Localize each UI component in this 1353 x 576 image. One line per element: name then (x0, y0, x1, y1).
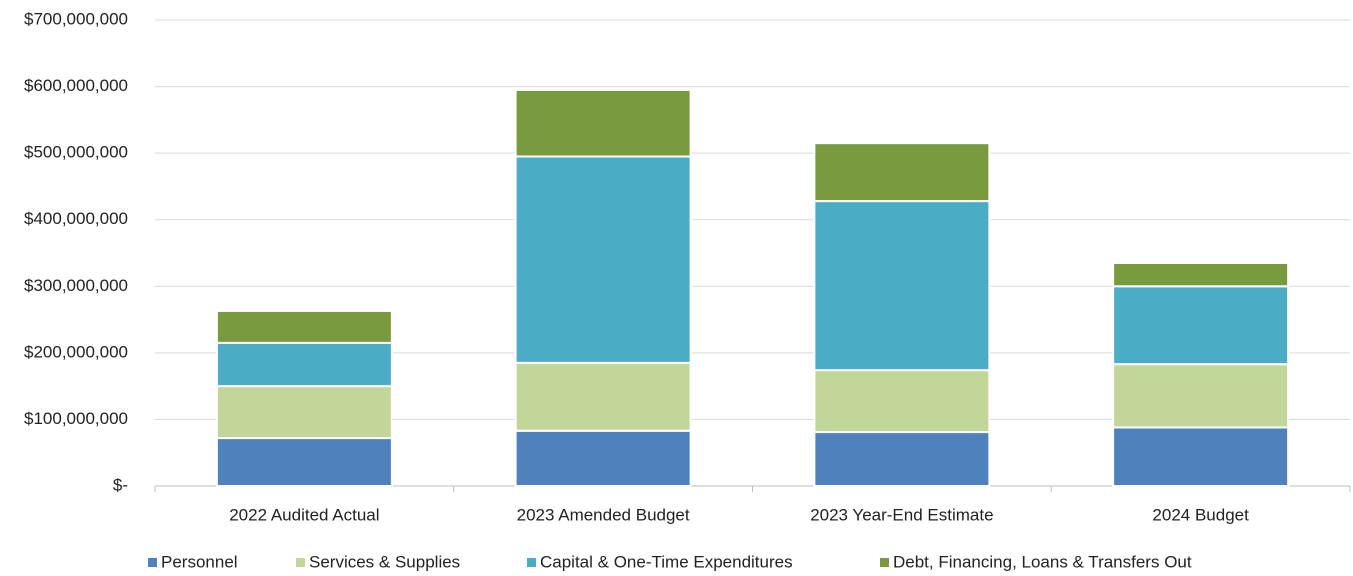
bar-segment (215, 385, 393, 440)
bar-segment (215, 341, 393, 388)
bar-segment (813, 200, 991, 372)
legend-label: Personnel (161, 552, 238, 571)
bar-segment (215, 309, 393, 344)
x-tick-label: 2022 Audited Actual (229, 505, 379, 524)
x-tick-label: 2023 Amended Budget (517, 505, 690, 524)
y-tick-label: $400,000,000 (24, 209, 128, 228)
bar-segment (514, 155, 692, 364)
x-tick-label: 2023 Year-End Estimate (810, 505, 993, 524)
y-tick-label: $- (113, 475, 128, 494)
bar-segment (813, 369, 991, 434)
bar-segment (1112, 426, 1290, 487)
legend-label: Capital & One-Time Expenditures (540, 552, 793, 571)
x-tick-label: 2024 Budget (1152, 505, 1249, 524)
legend-label: Services & Supplies (309, 552, 460, 571)
bar-segment (514, 361, 692, 432)
y-tick-label: $500,000,000 (24, 143, 128, 162)
legend-swatch (880, 558, 889, 567)
y-tick-label: $700,000,000 (24, 9, 128, 28)
bar-segment (1112, 363, 1290, 429)
legend-swatch (296, 558, 305, 567)
bar-segment (813, 431, 991, 488)
y-tick-label: $600,000,000 (24, 76, 128, 95)
y-tick-label: $200,000,000 (24, 342, 128, 361)
legend-swatch (527, 558, 536, 567)
bar-segment (514, 429, 692, 488)
y-tick-label: $100,000,000 (24, 409, 128, 428)
y-tick-label: $300,000,000 (24, 276, 128, 295)
bar-segment (514, 88, 692, 158)
legend-swatch (148, 558, 157, 567)
bar-segment (1112, 285, 1290, 366)
bar-segment (215, 437, 393, 487)
legend-label: Debt, Financing, Loans & Transfers Out (893, 552, 1192, 571)
bar-segment (813, 142, 991, 203)
bar-segment (1112, 261, 1290, 288)
